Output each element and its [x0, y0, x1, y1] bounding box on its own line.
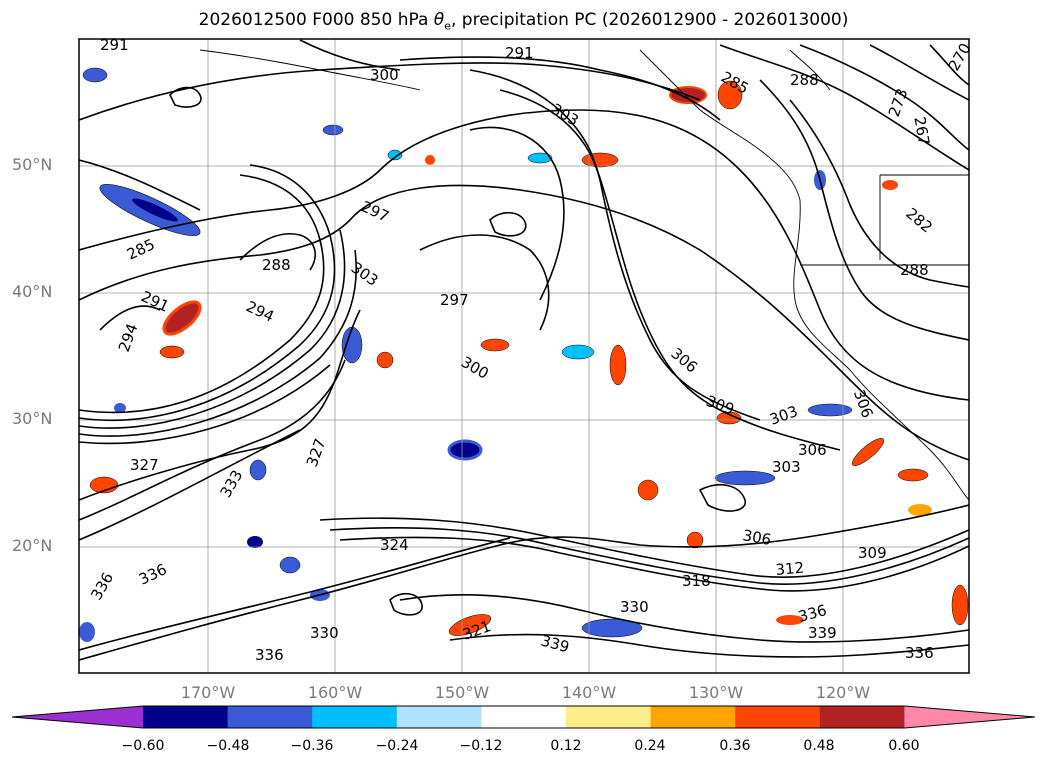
map-title: 2026012500 F000 850 hPa θe, precipitatio… — [198, 10, 849, 33]
graticule — [79, 39, 969, 673]
colorbar-tick-label: 0.60 — [888, 738, 920, 754]
contour-label: 300 — [370, 66, 399, 84]
contour-label: 336 — [905, 644, 934, 662]
theta-e-contours — [79, 39, 969, 661]
colorbar-tick-label: −0.60 — [121, 738, 165, 754]
contour-label: 267 — [910, 115, 933, 146]
contour-label: 336 — [255, 646, 284, 664]
lat-label: 50°N — [12, 155, 53, 174]
contour-label: 288 — [790, 71, 819, 89]
map-area: 291 291 300 303 297 303 297 300 285 288 … — [79, 36, 969, 673]
contour-label: 330 — [310, 624, 339, 642]
contour-label: 288 — [262, 256, 291, 274]
lon-label: 120°W — [815, 683, 871, 702]
colorbar-segment — [566, 706, 652, 728]
colorbar-segment — [735, 706, 821, 728]
contour-label: 318 — [682, 572, 711, 590]
colorbar-segment — [650, 706, 736, 728]
contour-label: 306 — [741, 526, 772, 549]
colorbar-tick-label: −0.12 — [459, 738, 503, 754]
coastline — [199, 49, 969, 501]
colorbar-tick-label: 0.24 — [634, 738, 666, 754]
contour-label: 306 — [798, 441, 827, 459]
contour-label: 309 — [858, 544, 887, 562]
colorbar-segment — [312, 706, 398, 728]
contour-label: 291 — [100, 36, 129, 54]
contour-label: 324 — [380, 536, 409, 554]
lat-label: 40°N — [12, 282, 53, 301]
contour-label: 297 — [440, 291, 469, 309]
contour-label: 312 — [775, 559, 805, 579]
map-frame — [78, 38, 970, 674]
lon-label: 140°W — [561, 683, 617, 702]
colorbar-tick-label: −0.48 — [206, 738, 250, 754]
colorbar-extend-max — [904, 706, 1035, 728]
colorbar-segment — [819, 706, 905, 728]
contour-label: 291 — [505, 44, 534, 62]
colorbar-outline — [11, 705, 1036, 729]
contour-label: 330 — [620, 598, 649, 616]
contour-label: 327 — [130, 456, 159, 474]
colorbar-segment — [481, 706, 567, 728]
contour-label: 288 — [900, 261, 929, 279]
lat-label: 30°N — [12, 409, 53, 428]
colorbar-tick-label: 0.36 — [719, 738, 751, 754]
lon-label: 150°W — [434, 683, 490, 702]
precipitation-shading — [79, 67, 969, 642]
colorbar-extend-min — [12, 706, 143, 728]
lon-label: 160°W — [307, 683, 363, 702]
colorbar — [11, 705, 1036, 729]
colorbar-segment — [227, 706, 313, 728]
contour-label: 303 — [772, 458, 801, 476]
contour-label: 339 — [808, 624, 837, 642]
colorbar-segment — [143, 706, 229, 728]
colorbar-tick-label: 0.12 — [550, 738, 582, 754]
lon-label: 130°W — [688, 683, 744, 702]
colorbar-tick-label: −0.36 — [290, 738, 334, 754]
lon-label: 170°W — [180, 683, 236, 702]
lat-label: 20°N — [12, 536, 53, 555]
colorbar-segment — [396, 706, 482, 728]
colorbar-tick-label: −0.24 — [375, 738, 419, 754]
colorbar-tick-label: 0.48 — [803, 738, 835, 754]
